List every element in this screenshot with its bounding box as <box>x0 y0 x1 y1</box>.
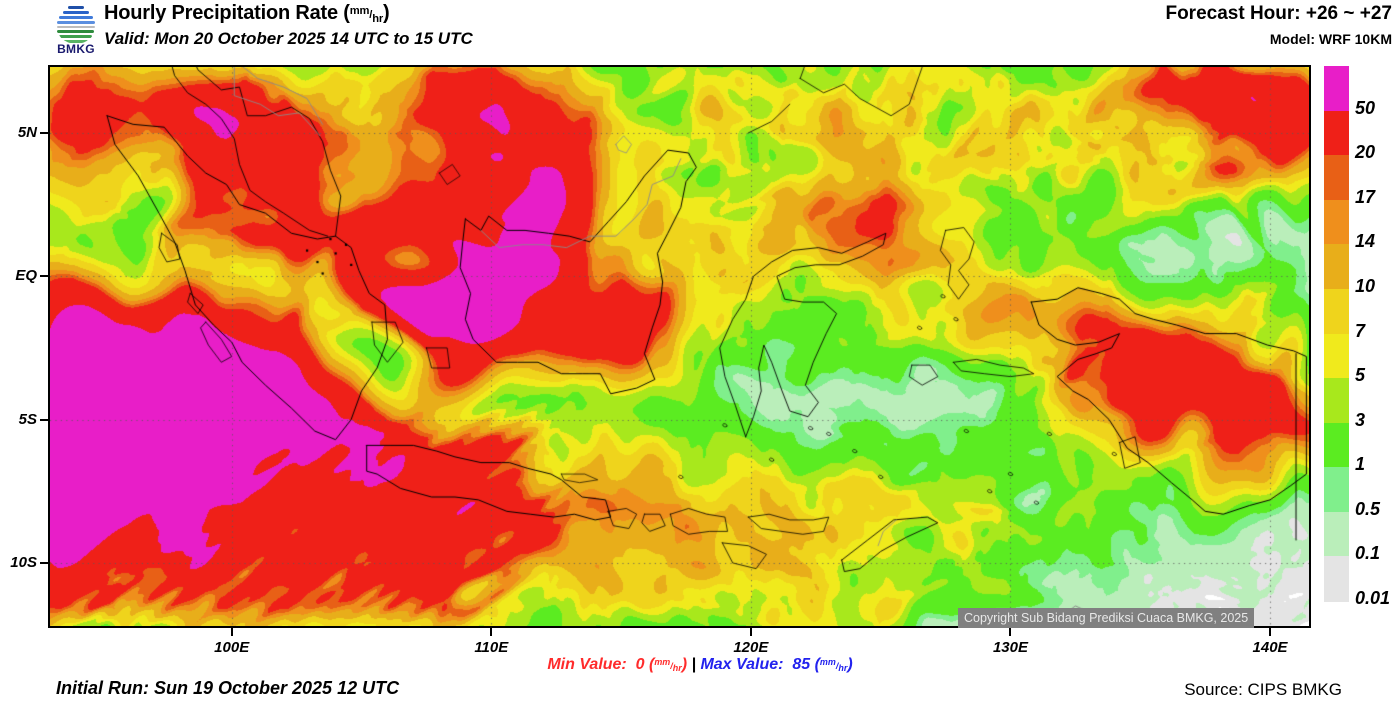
colorbar-cell <box>1324 244 1349 290</box>
colorbar-cell <box>1324 66 1349 112</box>
colorbar-cell <box>1324 556 1349 602</box>
page-title-text: Hourly Precipitation Rate <box>104 2 338 24</box>
colorbar-tick-label: 17 <box>1355 186 1376 207</box>
colorbar-cell <box>1324 155 1349 201</box>
colorbar-tick-label: 50 <box>1355 97 1376 118</box>
max-value-label: Max Value: <box>700 656 784 673</box>
colorbar-tick-label: 7 <box>1355 320 1366 341</box>
map-frame[interactable] <box>48 65 1311 628</box>
colorbar-tick-label: 14 <box>1355 231 1376 252</box>
title-unit-den: hr <box>372 13 383 26</box>
x-axis-label: 120E <box>733 639 769 656</box>
colorbar-cell <box>1324 378 1349 424</box>
y-axis-label: 10S <box>10 553 37 571</box>
colorbar-cell <box>1324 467 1349 513</box>
colorbar-cell <box>1324 199 1349 245</box>
max-unit-num: mm <box>819 657 836 668</box>
x-axis-tick <box>749 628 752 636</box>
valid-time-subtitle: Valid: Mon 20 October 2025 14 UTC to 15 … <box>104 29 473 48</box>
y-axis-tick <box>40 131 48 134</box>
colorbar-cell <box>1324 288 1349 335</box>
bmkg-logo-disc <box>55 2 97 44</box>
min-max-values: Min Value: 0 (mm/hr) | Max Value: 85 (mm… <box>0 656 1400 674</box>
initial-run-label: Initial Run: Sun 19 October 2025 12 UTC <box>56 678 400 698</box>
colorbar-tick-label: 3 <box>1355 409 1366 430</box>
x-axis-label: 130E <box>992 639 1028 656</box>
colorbar-cell <box>1324 422 1349 468</box>
x-axis-tick <box>1269 628 1272 636</box>
minmax-separator: | <box>691 656 696 673</box>
min-unit-den: hr <box>672 663 682 674</box>
colorbar-cell <box>1324 110 1349 156</box>
min-value-number: 0 <box>635 656 645 673</box>
page-title: Hourly Precipitation Rate (mm/hr) <box>104 2 390 26</box>
min-value-group: Min Value: 0 (mm/hr) <box>547 656 688 674</box>
y-axis-label: 5N <box>17 123 37 141</box>
colorbar[interactable] <box>1324 66 1349 602</box>
colorbar-tick-label: 0.5 <box>1355 498 1381 519</box>
max-value-number: 85 <box>792 656 811 673</box>
min-unit-num: mm <box>654 657 671 668</box>
y-axis-tick <box>40 275 48 278</box>
x-axis-label: 100E <box>214 639 250 656</box>
max-value-group: Max Value: 85 (mm/hr) <box>700 656 853 674</box>
colorbar-tick-label: 20 <box>1355 142 1376 163</box>
x-axis-tick <box>1009 628 1012 636</box>
title-unit: (mm/hr) <box>337 2 390 26</box>
x-axis-tick <box>230 628 233 636</box>
colorbar-tick-label: 5 <box>1355 365 1366 386</box>
x-axis-tick <box>490 628 493 636</box>
y-axis-label: EQ <box>15 267 37 285</box>
y-axis-tick <box>40 561 48 564</box>
model-label: Model: WRF 10KM <box>1269 31 1392 47</box>
x-axis-label: 110E <box>474 639 509 656</box>
colorbar-cell <box>1324 333 1349 379</box>
x-axis-label: 140E <box>1252 639 1288 656</box>
copyright-banner: Copyright Sub Bidang Prediksi Cuaca BMKG… <box>958 608 1255 628</box>
colorbar-tick-label: 1 <box>1355 454 1366 475</box>
forecast-hour-label: Forecast Hour: +26 ~ +27 <box>1165 3 1392 24</box>
max-unit-den: hr <box>838 663 848 674</box>
min-value-label: Min Value: <box>547 656 627 673</box>
colorbar-tick-label: 0.01 <box>1355 588 1391 608</box>
bmkg-logo-text: BMKG <box>57 42 95 56</box>
colorbar-tick-label: 10 <box>1355 275 1376 296</box>
precipitation-map-canvas[interactable] <box>50 67 1309 626</box>
source-label: Source: CIPS BMKG <box>1184 680 1342 699</box>
colorbar-tick-label: 0.1 <box>1355 543 1381 564</box>
y-axis-tick <box>40 418 48 421</box>
title-unit-num: mm <box>349 5 370 18</box>
colorbar-cell <box>1324 511 1349 557</box>
bmkg-logo: BMKG <box>47 2 105 58</box>
y-axis-label: 5S <box>18 410 37 428</box>
